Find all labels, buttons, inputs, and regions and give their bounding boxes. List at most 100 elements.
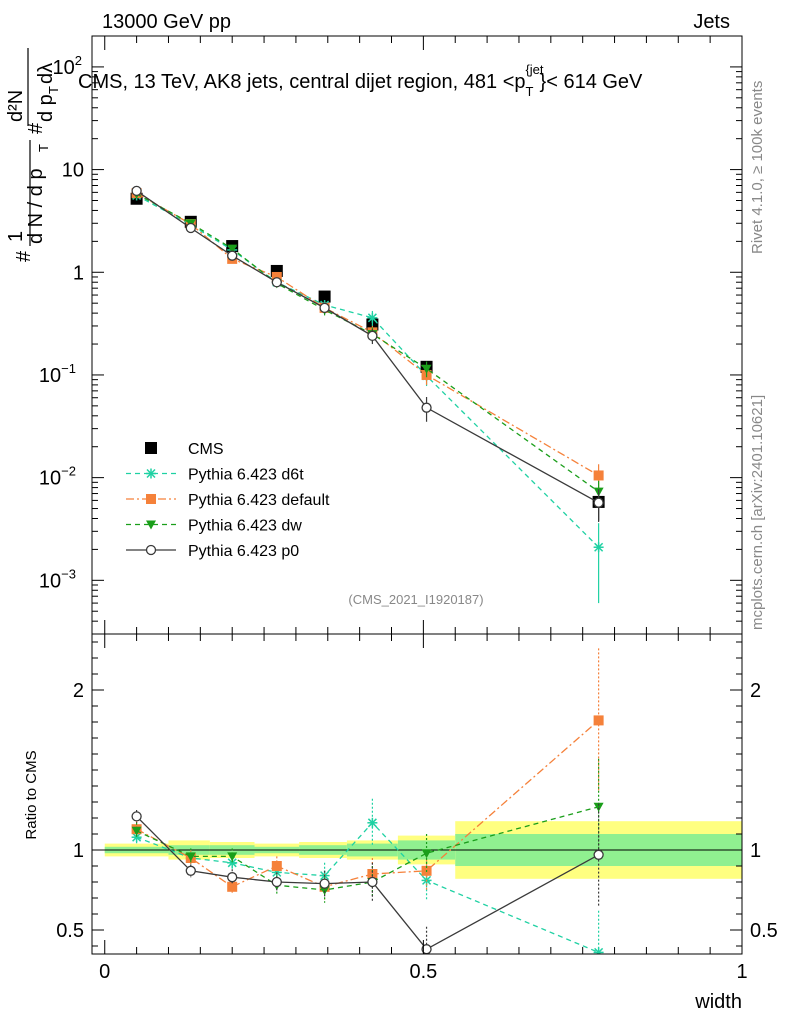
ratio-point: [421, 849, 432, 859]
svg-text:d²N: d²N: [5, 90, 27, 122]
energy-label: 13000 GeV pp: [102, 11, 231, 33]
legend-item: Pythia 6.423 d6t: [126, 467, 304, 484]
series-pythia-6-423-d6t: [131, 190, 604, 604]
ratio-y-ticks: 0.5 0.5 1 1 2 2: [56, 641, 778, 947]
data-point: [367, 330, 378, 342]
data-point: [131, 185, 142, 197]
data-point: [318, 290, 331, 303]
data-point: [271, 271, 282, 282]
y-tick-label: 0.5: [56, 920, 84, 942]
legend-label: Pythia 6.423 default: [188, 492, 330, 509]
x-tick-label: 0: [99, 961, 110, 983]
ratio-point: [185, 852, 196, 862]
ratio-series-group: [131, 648, 604, 954]
x-axis-label: width: [694, 991, 742, 1013]
ratio-point: [227, 872, 238, 883]
x-tick-label: 0.5: [409, 961, 437, 983]
ratio-y-axis-label: Ratio to CMS: [23, 750, 40, 839]
series-line: [136, 194, 600, 548]
data-point: [319, 302, 330, 314]
category-label: Jets: [693, 11, 730, 33]
ratio-point: [593, 715, 604, 726]
ratio-point: [593, 849, 604, 860]
watermark: (CMS_2021_I1920187): [348, 592, 483, 607]
main-panel: 102 10 1 10−1 10−2 10−3 (CMS_2021_I1920187) C…: [5, 35, 743, 635]
series-pythia-6-423-p0: [131, 185, 604, 522]
y-tick-label: 102: [53, 53, 82, 79]
chart-title: CMS, 13 TeV, AK8 jets, central dijet reg…: [78, 62, 643, 99]
legend-marker: [146, 468, 156, 479]
legend-label: CMS: [188, 441, 224, 458]
ratio-panel: 0.5 0.51 12 2 0 0.5 1 Ratio to CMS width: [23, 633, 778, 1013]
data-point: [227, 244, 238, 254]
ratio-point: [319, 878, 330, 889]
ratio-line: [136, 821, 599, 953]
ratio-point: [593, 802, 604, 812]
legend-label: Pythia 6.423 dw: [188, 518, 302, 535]
legend-marker: [146, 494, 156, 504]
main-y-ticks: 102 10 1 10−1 10−2 10−3: [39, 35, 742, 635]
series-pythia-6-423-dw: [131, 189, 604, 506]
legend-item: CMS: [145, 441, 224, 458]
ratio-line: [136, 815, 599, 951]
data-point: [593, 470, 604, 481]
y-tick-label: 0.5: [750, 920, 778, 942]
legend-label: Pythia 6.423 p0: [188, 543, 299, 560]
ratio-point: [319, 886, 330, 895]
y-tick-label: 2: [750, 680, 761, 702]
y-tick-label: 10−1: [39, 361, 76, 387]
ratio-line: [136, 806, 599, 891]
legend-marker: [146, 520, 156, 530]
legend-item: Pythia 6.423 default: [126, 492, 330, 509]
svg-text:dλ: dλ: [35, 63, 57, 84]
main-y-axis-label: # 1 d N / d p T # d²N d p T dλ: [5, 48, 61, 262]
legend-item: Pythia 6.423 dw: [126, 518, 302, 535]
ratio-point: [367, 817, 378, 828]
ratio-point: [367, 876, 378, 888]
y-tick-label: 1: [73, 840, 84, 862]
svg-text:1: 1: [5, 231, 27, 242]
ratio-point: [227, 881, 238, 892]
ratio-point: [185, 865, 196, 876]
y-tick-label: 1: [73, 262, 84, 284]
y-tick-label: 10−3: [39, 566, 76, 592]
ratio-series-pythia-6-423-p0: [131, 803, 604, 954]
x-tick-label: 1: [736, 961, 747, 983]
ratio-point: [227, 852, 238, 862]
data-point: [185, 222, 196, 234]
data-point: [271, 277, 282, 288]
y-tick-label: 10: [62, 160, 84, 182]
y-tick-label: 1: [750, 840, 761, 862]
data-point: [593, 542, 604, 553]
rivet-label: Rivet 4.1.0, ≥ 100k events: [749, 81, 766, 254]
data-point: [593, 497, 604, 508]
series-line: [136, 192, 599, 477]
svg-text:#: #: [13, 250, 35, 262]
main-x-ticks: [104, 36, 743, 634]
data-point: [421, 402, 432, 413]
mcplots-label: mcplots.cern.ch [arXiv:2401.10621]: [749, 395, 766, 630]
legend-label: Pythia 6.423 d6t: [188, 467, 304, 484]
y-tick-label: 10−2: [39, 464, 76, 490]
ratio-line: [136, 719, 600, 888]
svg-text:T: T: [36, 144, 51, 152]
svg-text:d N / d p: d N / d p: [25, 168, 47, 244]
data-point: [421, 364, 432, 374]
data-point: [367, 312, 378, 323]
svg-text:d p: d p: [35, 94, 57, 122]
legend-marker: [145, 442, 157, 454]
legend-marker: [145, 544, 157, 556]
ratio-point: [131, 826, 142, 836]
svg-text:#: #: [25, 122, 47, 134]
svg-text:T: T: [46, 86, 61, 94]
y-tick-label: 2: [73, 680, 84, 702]
ratio-point: [131, 811, 142, 822]
ratio-point: [271, 876, 282, 888]
series-line: [136, 190, 599, 504]
data-point: [227, 250, 238, 261]
ratio-frame: [91, 633, 743, 955]
legend-item: Pythia 6.423 p0: [126, 543, 299, 560]
ratio-point: [271, 861, 282, 871]
ratio-point: [593, 947, 604, 954]
